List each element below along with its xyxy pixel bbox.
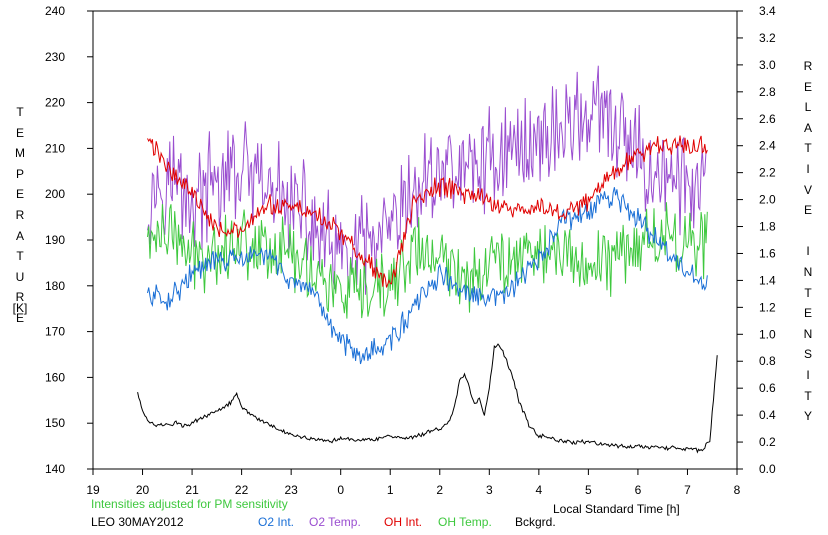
y-left-tick-label: 150 (45, 416, 65, 430)
axis-label-letter: A (15, 228, 24, 243)
y-right-tick-label: 0.0 (759, 462, 776, 476)
axis-label-letter: E (803, 306, 812, 321)
x-tick-label: 4 (536, 483, 543, 497)
y-right-tick-label: 2.2 (759, 166, 776, 180)
y-left-tick-label: 240 (45, 4, 65, 18)
x-tick-label: 3 (486, 483, 493, 497)
y-left-tick-label: 190 (45, 233, 65, 247)
axis-label-letter: R (803, 59, 813, 73)
y-right-tick-label: 0.2 (759, 435, 776, 449)
legend-item: OH Int. (384, 515, 422, 529)
axis-label-letter (798, 221, 818, 242)
x-tick-label: 19 (86, 483, 100, 497)
y-left-tick-label: 210 (45, 141, 65, 155)
series-line-o2-temp (147, 65, 708, 295)
axis-label-letter: I (806, 244, 810, 259)
x-tick-label: 21 (185, 483, 199, 497)
x-tick-label: 23 (284, 483, 298, 497)
x-tick-label: 6 (635, 483, 642, 497)
y-right-tick-label: 1.6 (759, 246, 776, 260)
x-tick-label: 22 (235, 483, 249, 497)
y-right-tick-label: 3.4 (759, 4, 776, 18)
axis-label-letter: T (804, 285, 812, 300)
axis-label-letter: T (804, 388, 812, 403)
y-left-tick-label: 220 (45, 96, 65, 110)
series-line-oh-temp (147, 202, 708, 319)
x-tick-label: 7 (684, 483, 691, 497)
y-right-tick-label: 3.0 (759, 58, 776, 72)
y-right-tick-label: 1.4 (759, 273, 776, 287)
legend: O2 Int. O2 Temp. OH Int. OH Temp. Bckgrd. (258, 515, 556, 529)
sensitivity-note: Intensities adjusted for PM sensitivity (91, 497, 288, 511)
axis-label-letter: R (15, 207, 25, 222)
x-axis-label: Local Standard Time [h] (553, 502, 680, 516)
axis-label-letter: E (15, 187, 24, 202)
axis-label-letter: V (803, 182, 812, 197)
y-left-tick-label: 200 (45, 187, 65, 201)
x-tick-label: 1 (387, 483, 394, 497)
axis-label-letter: P (15, 166, 24, 181)
y-right-tick-label: 2.0 (759, 193, 776, 207)
axis-label-letter: N (803, 326, 813, 341)
y-axis-left: 140 150 160 170 180 190 200 210 220 230 240 (45, 4, 93, 476)
y-axis-right: 0.0 0.2 0.4 0.6 0.8 1.0 1.2 1.4 1.6 1.8 2.0 2.2 2.4 2… (737, 4, 776, 476)
y-left-tick-label: 180 (45, 279, 65, 293)
series-layer (137, 65, 718, 454)
station-date: LEO 30MAY2012 (91, 515, 184, 529)
axis-label-letter: M (15, 146, 25, 161)
x-axis: 19 20 21 22 23 0 1 2 3 4 5 6 7 8 (86, 469, 741, 497)
axis-label-letter: E (803, 203, 812, 218)
y-right-tick-label: 0.4 (759, 408, 776, 422)
y-right-tick-label: 1.0 (759, 327, 776, 341)
y-left-tick-label: 140 (45, 462, 65, 476)
y-right-tick-label: 0.8 (759, 354, 776, 368)
y-axis-left-unit: [K] (12, 301, 28, 315)
y-right-tick-label: 0.6 (759, 381, 776, 395)
axis-label-letter: E (803, 79, 812, 94)
axis-label-letter: T (804, 141, 812, 156)
axis-label-letter: I (806, 161, 810, 176)
axis-label-letter: R (15, 290, 25, 305)
legend-item: Bckgrd. (515, 515, 556, 529)
x-tick-label: 5 (585, 483, 592, 497)
x-tick-label: 2 (436, 483, 443, 497)
axis-label-letter: E (15, 310, 24, 325)
series-line-o2-int (147, 187, 708, 365)
axis-label-letter: E (15, 125, 24, 140)
axis-label-letter: T (16, 105, 24, 119)
legend-item: O2 Int. (258, 515, 294, 529)
axis-label-letter: S (803, 347, 812, 362)
axis-label-letter: L (804, 100, 812, 115)
axis-label-letter: N (803, 264, 813, 279)
x-tick-label: 0 (337, 483, 344, 497)
y-right-tick-label: 3.2 (759, 31, 776, 45)
y-right-tick-label: 2.4 (759, 139, 776, 153)
x-tick-label: 20 (136, 483, 150, 497)
y-left-tick-label: 230 (45, 50, 65, 64)
y-left-tick-label: 160 (45, 370, 65, 384)
axis-label-letter: U (15, 269, 25, 284)
y-right-tick-label: 2.6 (759, 112, 776, 126)
axis-label-letter: T (16, 249, 24, 264)
legend-item: O2 Temp. (309, 515, 361, 529)
series-line-bckgrd (137, 343, 718, 454)
y-left-tick-label: 170 (45, 325, 65, 339)
legend-item: OH Temp. (438, 515, 492, 529)
axis-label-letter: Y (803, 409, 812, 424)
axis-label-letter: A (803, 120, 812, 135)
axis-label-letter: I (806, 367, 810, 382)
series-line-oh-int (147, 135, 708, 288)
x-tick-label: 8 (734, 483, 741, 497)
y-right-tick-label: 1.8 (759, 220, 776, 234)
y-right-tick-label: 2.8 (759, 85, 776, 99)
y-right-tick-label: 1.2 (759, 300, 776, 314)
